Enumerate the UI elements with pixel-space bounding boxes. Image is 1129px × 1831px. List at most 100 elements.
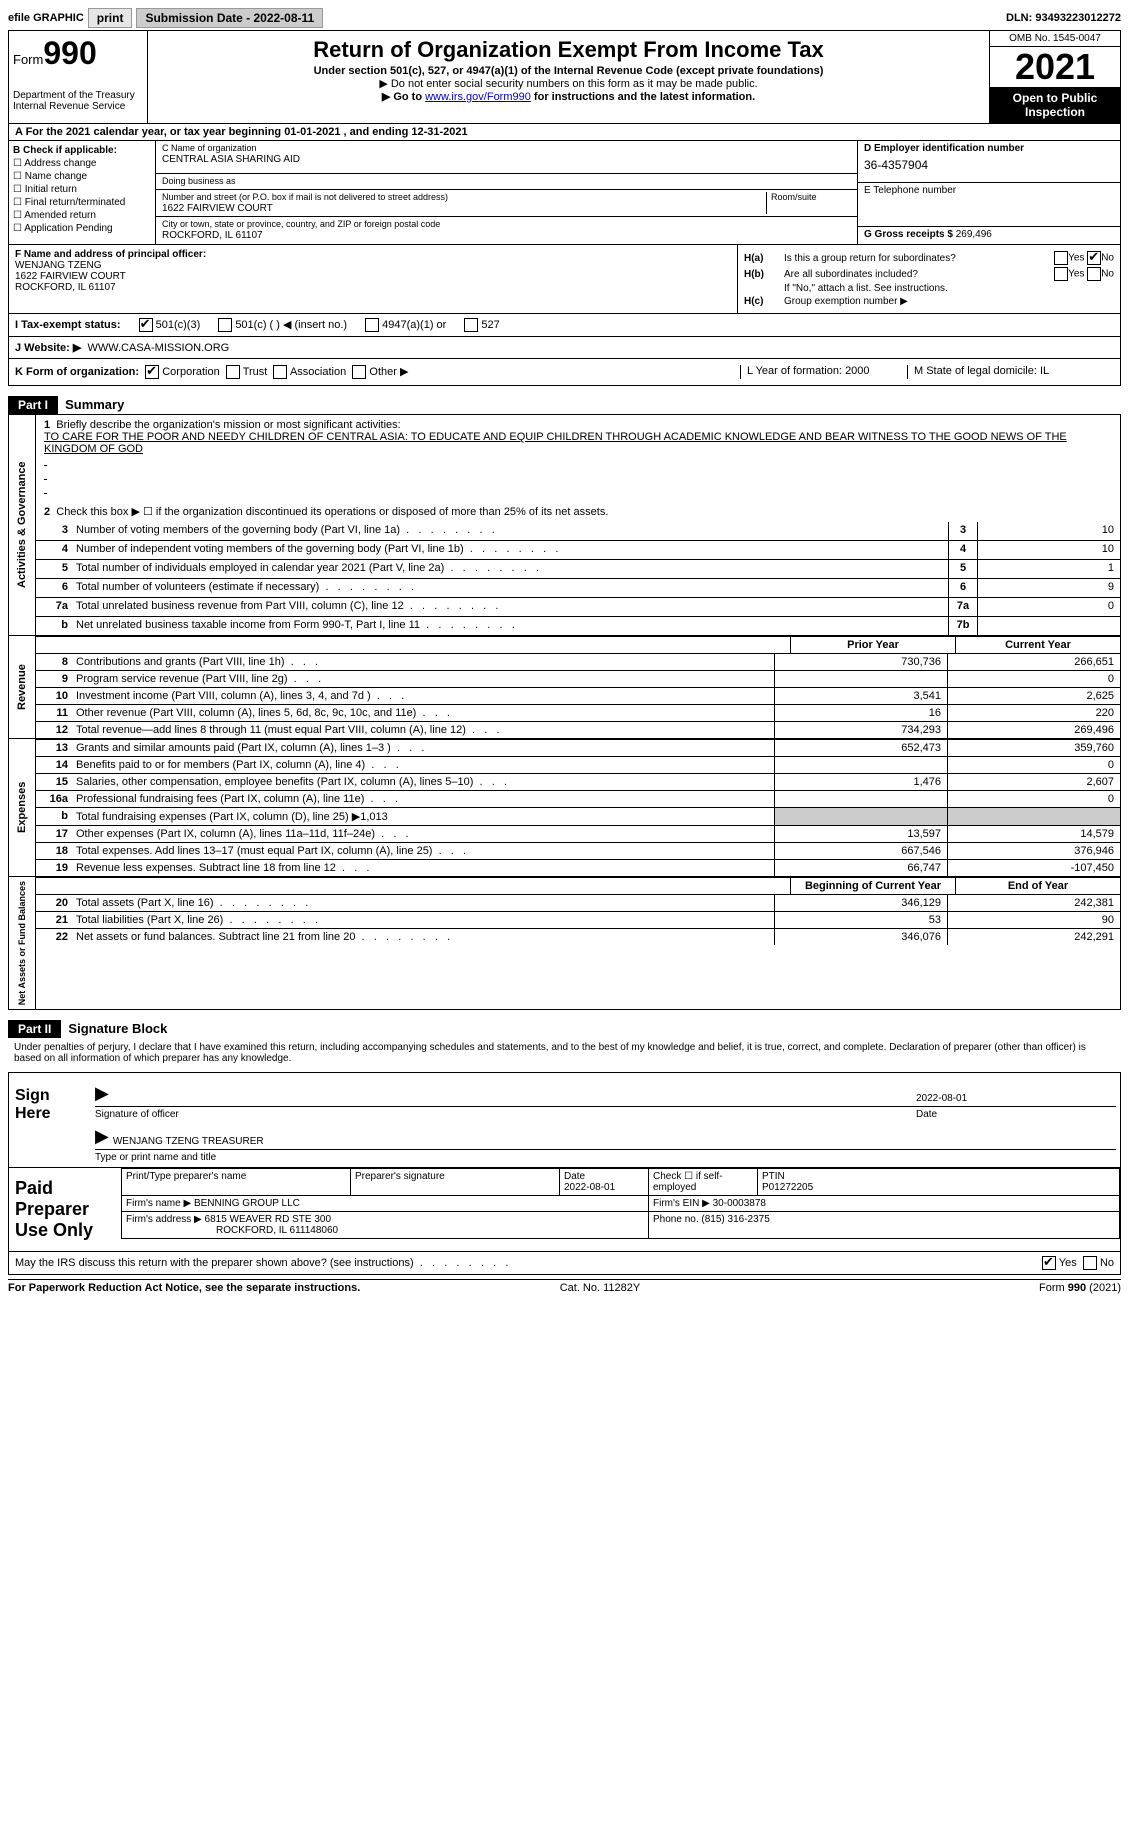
- prior-year-hdr: Prior Year: [790, 637, 955, 653]
- firm-phone-label: Phone no.: [653, 1214, 699, 1225]
- ha-label: H(a): [744, 253, 784, 264]
- sig-declaration: Under penalties of perjury, I declare th…: [8, 1038, 1121, 1068]
- paid-preparer-label: Paid Preparer Use Only: [9, 1168, 121, 1251]
- open-to-public: Open to Public Inspection: [990, 87, 1120, 123]
- sig-date-val: 2022-08-01: [916, 1093, 1116, 1104]
- prep-date: 2022-08-01: [564, 1182, 615, 1193]
- row-j: J Website: ▶ WWW.CASA-MISSION.ORG: [8, 337, 1121, 359]
- current-year-hdr: Current Year: [955, 637, 1120, 653]
- beg-year-hdr: Beginning of Current Year: [790, 878, 955, 894]
- sign-here-block: Sign Here ▶ 2022-08-01 Signature of offi…: [8, 1072, 1121, 1168]
- firm-addr-label: Firm's address ▶: [126, 1214, 202, 1225]
- chk-address-change[interactable]: ☐ Address change: [13, 158, 151, 169]
- vtab-activities: Activities & Governance: [9, 415, 36, 635]
- firm-name-label: Firm's name ▶: [126, 1198, 191, 1209]
- officer-street: 1622 FAIRVIEW COURT: [15, 271, 126, 282]
- firm-addr2: ROCKFORD, IL 611148060: [216, 1225, 338, 1236]
- gross-receipts-label: G Gross receipts $: [864, 229, 953, 240]
- chk-501c3[interactable]: 501(c)(3): [139, 318, 201, 332]
- ha-text: Is this a group return for subordinates?: [784, 253, 956, 264]
- exp-line-16a: 16aProfessional fundraising fees (Part I…: [36, 790, 1120, 807]
- chk-527[interactable]: 527: [464, 318, 499, 332]
- sum-line-7a: 7aTotal unrelated business revenue from …: [36, 597, 1120, 616]
- chk-trust[interactable]: Trust: [226, 366, 268, 378]
- pra-notice: For Paperwork Reduction Act Notice, see …: [8, 1282, 360, 1294]
- chk-other[interactable]: Other ▶: [352, 366, 408, 378]
- row-a-period: A For the 2021 calendar year, or tax yea…: [8, 124, 1121, 141]
- chk-amended[interactable]: ☐ Amended return: [13, 210, 151, 221]
- street-label: Number and street (or P.O. box if mail i…: [162, 192, 448, 202]
- room-label: Room/suite: [771, 192, 817, 202]
- hc-label: H(c): [744, 296, 784, 307]
- mission-text: TO CARE FOR THE POOR AND NEEDY CHILDREN …: [44, 431, 1112, 455]
- footer: For Paperwork Reduction Act Notice, see …: [8, 1279, 1121, 1294]
- chk-4947[interactable]: 4947(a)(1) or: [365, 318, 446, 332]
- end-year-hdr: End of Year: [955, 878, 1120, 894]
- chk-501c[interactable]: 501(c) ( ) ◀ (insert no.): [218, 318, 347, 332]
- officer-name: WENJANG TZENG: [15, 260, 101, 271]
- chk-app-pending[interactable]: ☐ Application Pending: [13, 223, 151, 234]
- sig-date-label: Date: [916, 1109, 1116, 1120]
- form-label: Form990: [13, 35, 143, 72]
- print-button[interactable]: print: [88, 8, 133, 28]
- firm-ein-label: Firm's EIN ▶: [653, 1198, 710, 1209]
- prep-sig-label: Preparer's signature: [355, 1171, 445, 1182]
- name-title-label: Type or print name and title: [95, 1152, 1116, 1163]
- ptin: P01272205: [762, 1182, 813, 1193]
- chk-final-return[interactable]: ☐ Final return/terminated: [13, 197, 151, 208]
- na-line-21: 21Total liabilities (Part X, line 26) 53…: [36, 911, 1120, 928]
- street: 1622 FAIRVIEW COURT: [162, 203, 273, 214]
- line2: Check this box ▶ ☐ if the organization d…: [56, 506, 608, 518]
- city: ROCKFORD, IL 61107: [162, 230, 263, 241]
- dept-treasury: Department of the Treasury: [13, 90, 143, 101]
- hc-text: Group exemption number ▶: [784, 296, 908, 307]
- discuss-yesno[interactable]: Yes No: [1042, 1256, 1114, 1270]
- form990-link[interactable]: www.irs.gov/Form990: [425, 91, 531, 103]
- rev-line-12: 12Total revenue—add lines 8 through 11 (…: [36, 721, 1120, 738]
- sum-line-6: 6Total number of volunteers (estimate if…: [36, 578, 1120, 597]
- chk-assoc[interactable]: Association: [273, 366, 346, 378]
- cat-no: Cat. No. 11282Y: [560, 1282, 641, 1294]
- phone-label: E Telephone number: [864, 185, 956, 196]
- tax-exempt-label: I Tax-exempt status:: [15, 319, 121, 331]
- arrow-icon: ▶: [95, 1083, 109, 1104]
- ein: 36-4357904: [864, 158, 1114, 172]
- form-note2: ▶ Go to www.irs.gov/Form990 for instruct…: [156, 90, 981, 103]
- city-label: City or town, state or province, country…: [162, 219, 440, 229]
- ha-yesno[interactable]: Yes No: [1054, 251, 1114, 265]
- sum-line-4: 4Number of independent voting members of…: [36, 540, 1120, 559]
- exp-line-17: 17Other expenses (Part IX, column (A), l…: [36, 825, 1120, 842]
- state-domicile-label: M State of legal domicile:: [914, 365, 1037, 377]
- discuss-label: May the IRS discuss this return with the…: [15, 1257, 414, 1269]
- part2-title: Signature Block: [68, 1021, 167, 1036]
- gross-receipts: 269,496: [956, 229, 992, 240]
- paid-preparer-block: Paid Preparer Use Only Print/Type prepar…: [8, 1168, 1121, 1252]
- na-line-22: 22Net assets or fund balances. Subtract …: [36, 928, 1120, 945]
- prep-selfemp[interactable]: Check ☐ if self-employed: [653, 1171, 723, 1193]
- state-domicile: IL: [1040, 365, 1049, 377]
- form-subtitle: Under section 501(c), 527, or 4947(a)(1)…: [156, 65, 981, 77]
- hb-yesno[interactable]: Yes No: [1054, 267, 1114, 281]
- sign-here-label: Sign Here: [9, 1073, 91, 1167]
- topbar: efile GRAPHIC print Submission Date - 20…: [8, 8, 1121, 28]
- efile-label: efile GRAPHIC: [8, 12, 84, 24]
- row-klm: K Form of organization: Corporation Trus…: [8, 359, 1121, 386]
- chk-name-change[interactable]: ☐ Name change: [13, 171, 151, 182]
- prep-name-label: Print/Type preparer's name: [126, 1171, 246, 1182]
- arrow-icon: ▶: [95, 1126, 109, 1147]
- vtab-netassets: Net Assets or Fund Balances: [9, 877, 36, 1009]
- officer-city: ROCKFORD, IL 61107: [15, 282, 116, 293]
- part1-title: Summary: [65, 397, 124, 412]
- hb-note: If "No," attach a list. See instructions…: [784, 283, 948, 294]
- chk-corp[interactable]: Corporation: [145, 366, 220, 378]
- rev-line-8: 8Contributions and grants (Part VIII, li…: [36, 653, 1120, 670]
- officer-name-title: WENJANG TZENG TREASURER: [113, 1136, 264, 1147]
- form-header: Form990 Department of the Treasury Inter…: [8, 30, 1121, 124]
- exp-line-14: 14Benefits paid to or for members (Part …: [36, 756, 1120, 773]
- section-bcdefg: B Check if applicable: ☐ Address change …: [8, 141, 1121, 245]
- sum-line-b: bNet unrelated business taxable income f…: [36, 616, 1120, 635]
- irs-label: Internal Revenue Service: [13, 101, 143, 112]
- section-b-label: B Check if applicable:: [13, 145, 117, 156]
- chk-initial-return[interactable]: ☐ Initial return: [13, 184, 151, 195]
- exp-line-b: bTotal fundraising expenses (Part IX, co…: [36, 807, 1120, 825]
